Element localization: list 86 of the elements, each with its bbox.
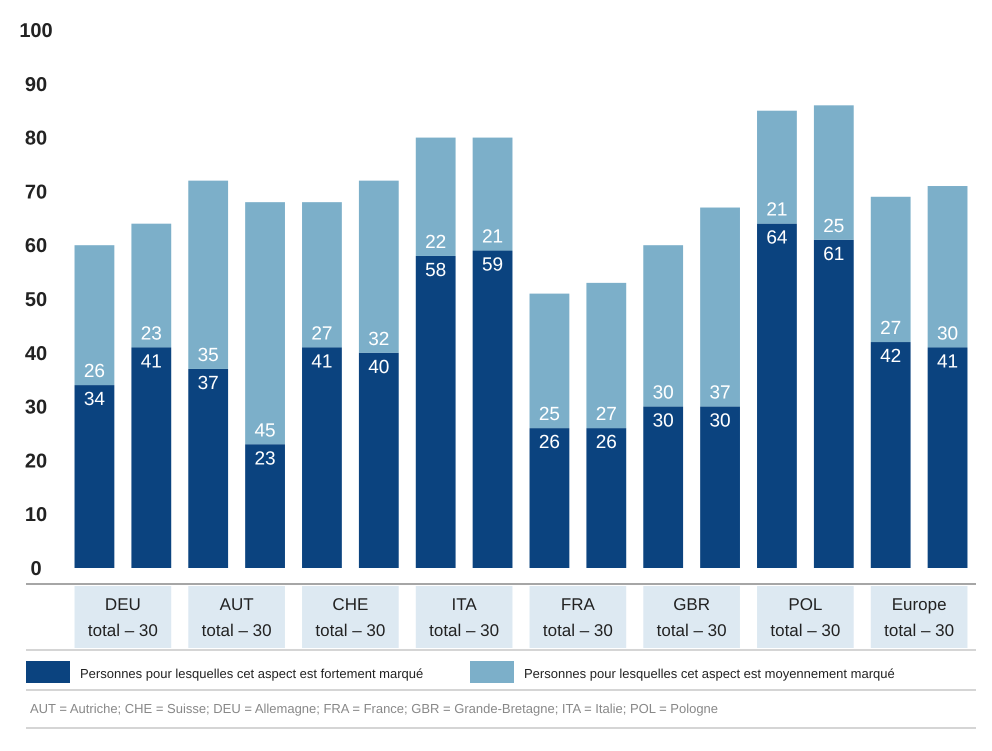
x-tick-label: ITA total – 30 xyxy=(429,595,500,640)
bar xyxy=(870,196,911,342)
y-tick-label: 40 xyxy=(24,342,48,365)
bar xyxy=(928,347,968,568)
y-tick-label: 70 xyxy=(24,181,48,204)
bar xyxy=(302,347,342,568)
y-tick-label: 30 xyxy=(24,396,48,419)
data-label: 37 xyxy=(709,382,731,404)
bar xyxy=(700,406,740,568)
bar xyxy=(74,245,114,386)
y-tick-label: 50 xyxy=(24,289,48,311)
bar xyxy=(472,138,512,251)
bar xyxy=(643,245,684,407)
bar xyxy=(870,342,911,568)
x-tick-label: Europe total – 30 xyxy=(884,595,954,640)
data-label: 59 xyxy=(482,254,504,276)
data-label: 58 xyxy=(425,260,446,281)
y-tick-label: 10 xyxy=(24,504,48,526)
x-tick-label: FRA total – 30 xyxy=(542,595,613,640)
y-tick-label: 100 xyxy=(19,20,53,42)
data-label: 45 xyxy=(254,420,276,442)
data-label: 22 xyxy=(425,232,446,253)
bar xyxy=(814,105,854,240)
legend-label: Personnes pour lesquelles cet aspect est moyennement marqué xyxy=(524,666,895,681)
bar xyxy=(814,240,854,568)
x-tick-label: CHE total – 30 xyxy=(315,595,386,640)
bar xyxy=(358,180,399,353)
bar xyxy=(245,444,285,568)
data-label: 27 xyxy=(311,323,333,344)
y-tick-label: 0 xyxy=(30,558,42,580)
bar xyxy=(302,202,342,348)
data-label: 41 xyxy=(311,351,333,372)
data-label: 25 xyxy=(538,404,560,426)
data-label: 64 xyxy=(766,228,788,249)
bar xyxy=(757,110,797,224)
x-tick-label: AUT total – 30 xyxy=(202,595,272,640)
data-label: 37 xyxy=(198,372,219,394)
x-tick-label: DEU total – 30 xyxy=(88,595,158,640)
bar xyxy=(358,352,399,568)
y-tick-label: 80 xyxy=(24,128,48,150)
y-tick-label: 20 xyxy=(24,450,48,472)
data-label: 27 xyxy=(880,318,902,340)
bar xyxy=(530,294,570,428)
y-tick-label: 60 xyxy=(24,235,48,258)
bar xyxy=(131,347,172,568)
bar xyxy=(188,180,228,369)
x-tick-label: POL total – 30 xyxy=(770,595,840,640)
data-label: 41 xyxy=(936,351,958,372)
data-label: 30 xyxy=(652,410,674,432)
bar xyxy=(530,428,570,568)
data-label: 30 xyxy=(709,410,731,432)
x-tick-label: GBR total – 30 xyxy=(656,595,727,640)
data-label: 32 xyxy=(368,328,390,350)
data-label: 30 xyxy=(936,323,958,344)
data-label: 30 xyxy=(652,382,674,404)
bar xyxy=(74,385,114,568)
bar xyxy=(643,406,684,568)
bar xyxy=(757,224,797,568)
data-label: 41 xyxy=(140,351,162,372)
data-label: 34 xyxy=(84,389,106,410)
y-tick-label: 90 xyxy=(24,74,48,96)
data-label: 26 xyxy=(84,361,106,382)
bar xyxy=(131,224,172,348)
bar xyxy=(472,250,512,568)
data-label: 27 xyxy=(596,404,617,426)
data-label: 42 xyxy=(880,346,902,368)
bar xyxy=(700,208,740,407)
data-label: 23 xyxy=(140,323,162,344)
bar xyxy=(188,368,228,568)
data-label: 21 xyxy=(482,226,504,248)
bar xyxy=(416,138,456,256)
data-label: 21 xyxy=(766,200,788,221)
data-label: 61 xyxy=(823,244,844,265)
legend-label: Personnes pour lesquelles cet aspect est fortement marqué xyxy=(80,666,424,681)
data-label: 25 xyxy=(823,216,844,237)
bar xyxy=(586,428,626,568)
data-label: 35 xyxy=(198,344,219,366)
bar xyxy=(586,282,626,428)
data-label: 26 xyxy=(596,432,617,454)
data-label: 23 xyxy=(254,448,276,470)
bar xyxy=(928,186,968,348)
data-label: 26 xyxy=(538,432,560,454)
bar xyxy=(416,256,456,568)
data-label: 40 xyxy=(368,356,390,378)
bar xyxy=(245,202,285,444)
text: AUT = Autriche; CHE = Suisse; DEU = Allemagne; FRA = France; GBR = Grande-Bretagne; ITA = Italie; POL = Pologne xyxy=(30,701,718,716)
